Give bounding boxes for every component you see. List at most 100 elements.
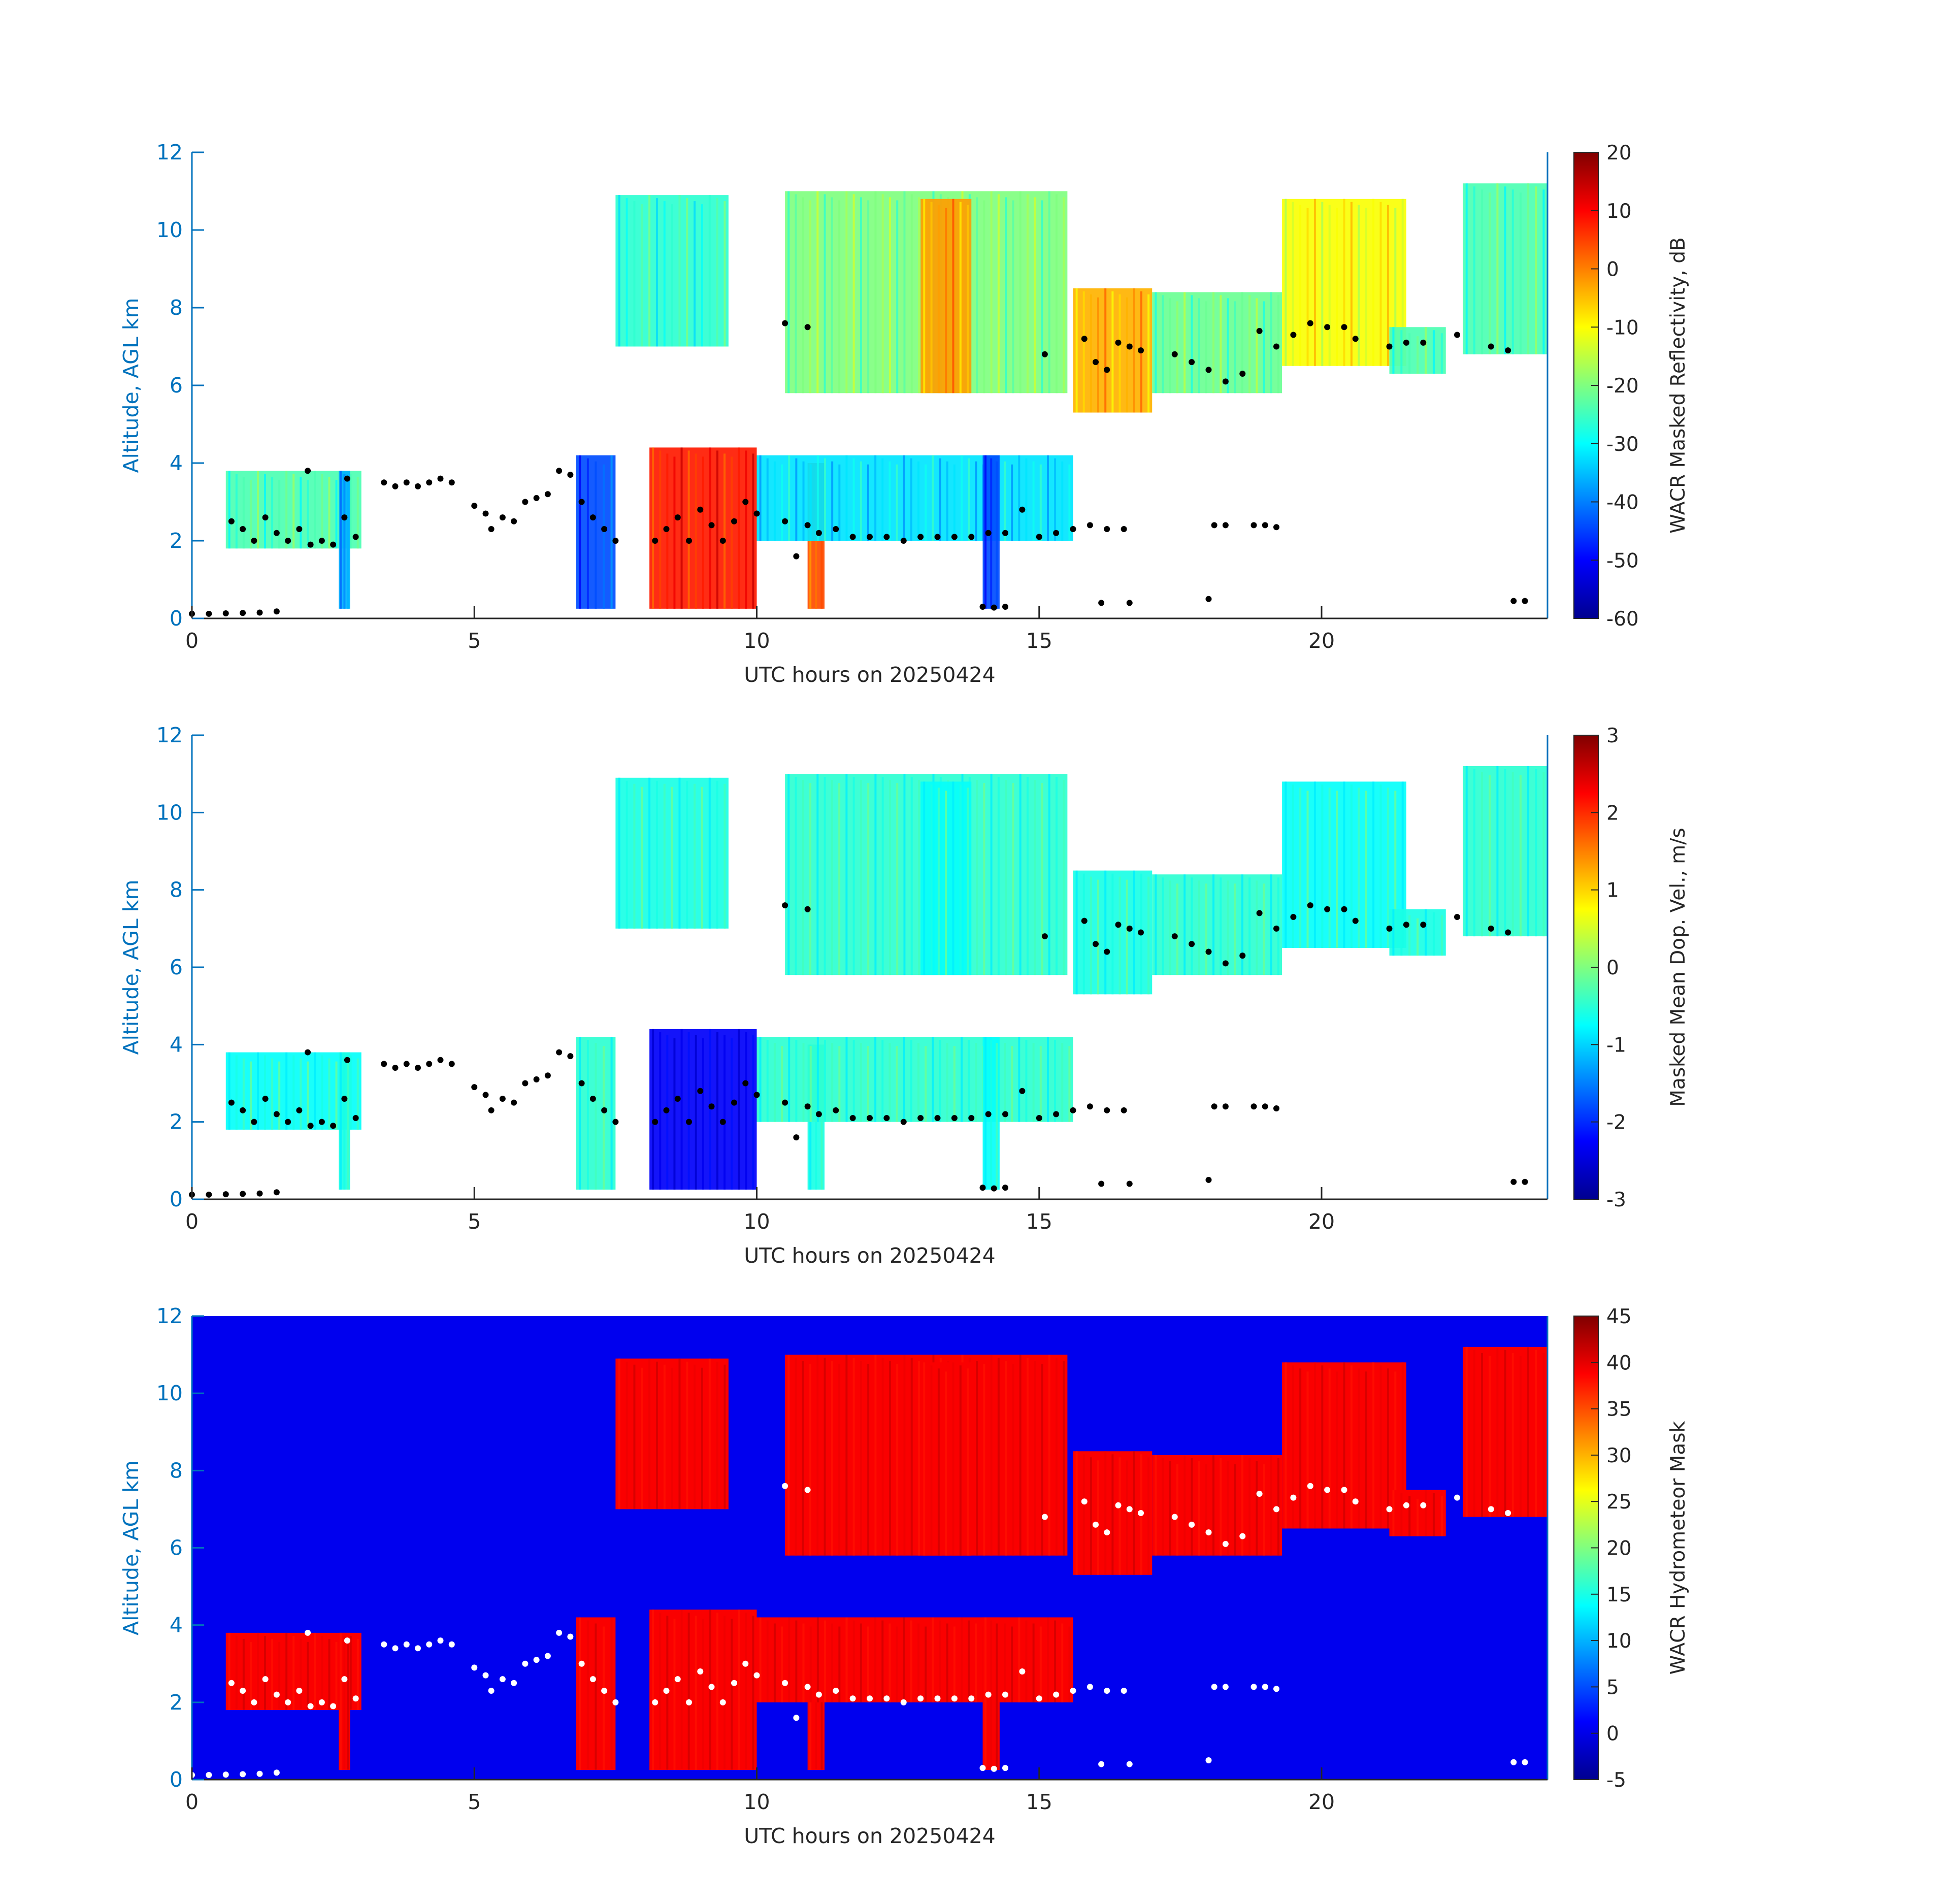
cloud-base-point: [1352, 917, 1359, 924]
cloud-base-point: [1250, 1103, 1257, 1110]
colorbar-tick-label: 25: [1606, 1491, 1632, 1514]
cloud-base-point: [782, 320, 788, 326]
y-tick-label: 2: [170, 1110, 183, 1134]
cloud-base-point: [1019, 1668, 1026, 1675]
cloud-base-point: [589, 1095, 596, 1102]
cloud-base-point: [934, 1115, 941, 1122]
cloud-base-point: [1420, 922, 1427, 928]
cloud-base-point: [1290, 1494, 1297, 1501]
cloud-base-point: [437, 475, 444, 482]
x-tick-label: 10: [743, 1209, 770, 1234]
cloud-base-point: [1522, 598, 1528, 604]
x-tick-label: 5: [468, 629, 481, 653]
cloud-base-point: [482, 510, 489, 517]
cloud-base-point: [522, 1660, 529, 1667]
cloud-base-point: [262, 1676, 269, 1683]
cloud-base-point: [804, 906, 811, 912]
cloud-base-point: [273, 1111, 280, 1118]
cloud-base-point: [488, 526, 495, 533]
x-tick-label: 0: [185, 1790, 199, 1814]
cloud-base-point: [437, 1637, 444, 1644]
colorbar-tick-label: -1: [1606, 1034, 1626, 1057]
y-tick-label: 0: [170, 1767, 183, 1792]
cloud-base-point: [804, 1103, 811, 1110]
y-tick-label: 4: [170, 1613, 183, 1637]
cloud-base-point: [1250, 1684, 1257, 1690]
cloud-base-point: [883, 1115, 890, 1122]
cloud-base-point: [1262, 522, 1268, 529]
cloud-base-point: [804, 522, 811, 529]
cloud-base-point: [1189, 941, 1195, 947]
cloud-base-point: [392, 1645, 399, 1652]
cloud-base-point: [782, 518, 788, 524]
cloud-base-point: [1420, 1502, 1427, 1508]
cloud-base-point: [222, 1191, 229, 1198]
cloud-base-point: [437, 1057, 444, 1063]
cloud-base-point: [251, 1119, 257, 1125]
cloud-base-point: [1273, 925, 1279, 932]
cloud-base-point: [381, 1641, 387, 1648]
cloud-base-point: [753, 1672, 760, 1679]
cloud-base-point: [392, 483, 399, 489]
y-tick-label: 10: [156, 800, 183, 825]
cloud-base-point: [979, 1765, 986, 1771]
cloud-base-point: [426, 479, 433, 486]
cloud-base-point: [985, 530, 992, 536]
cloud-base-point: [612, 1699, 619, 1705]
cloud-base-point: [1115, 1502, 1122, 1508]
cloud-base-point: [1070, 526, 1076, 533]
colorbar-label: Masked Mean Dop. Vel., m/s: [1667, 828, 1690, 1106]
cloud-base-point: [488, 1688, 495, 1694]
cloud-base-point: [697, 506, 704, 513]
cloud-base-point: [1205, 1529, 1212, 1536]
cloud-base-point: [499, 1676, 506, 1683]
cloud-base-point: [482, 1672, 489, 1679]
cloud-base-point: [815, 1111, 822, 1118]
colorbar-tick-label: 3: [1606, 725, 1619, 747]
cloud-base-point: [1121, 526, 1127, 533]
cloud-base-point: [1222, 1540, 1229, 1547]
cloud-base-point: [1307, 902, 1313, 909]
cloud-base-point: [883, 534, 890, 540]
colorbar-label: WACR Hydrometeor Mask: [1667, 1421, 1690, 1675]
cloud-base-point: [612, 1119, 619, 1125]
y-tick-label: 12: [156, 723, 183, 747]
cloud-base-point: [341, 1095, 348, 1102]
cloud-base-point: [415, 1645, 421, 1652]
cloud-base-point: [1093, 1521, 1099, 1528]
colorbar-tick-label: 35: [1606, 1398, 1632, 1421]
cloud-base-point: [567, 471, 574, 478]
cloud-base-point: [1081, 917, 1088, 924]
cloud-base-point: [330, 1703, 337, 1710]
colorbar-tick-label: -20: [1606, 375, 1639, 398]
cloud-base-point: [1104, 1107, 1110, 1113]
cloud-base-point: [206, 1771, 212, 1778]
cloud-base-point: [415, 483, 421, 489]
cloud-base-point: [240, 1771, 246, 1778]
colorbar-tick-label: -50: [1606, 549, 1639, 572]
cloud-base-point: [1126, 343, 1133, 350]
cloud-base-point: [1041, 933, 1048, 940]
cloud-base-point: [415, 1065, 421, 1071]
cloud-base-point: [883, 1695, 890, 1702]
y-axis-label: Altitude, AGL km: [119, 298, 143, 473]
cloud-base-point: [1104, 1529, 1110, 1536]
cloud-base-point: [1036, 534, 1042, 540]
y-tick-label: 6: [170, 373, 183, 398]
cloud-base-point: [1262, 1684, 1268, 1690]
cloud-base-point: [1273, 343, 1279, 350]
cloud-base-point: [471, 1084, 478, 1091]
panel-reflectivity: 0 2 4 6 8 10 12 0 5 10 15 20 UTC hours on 20250424 Al…: [119, 140, 1690, 687]
cloud-base-point: [448, 479, 455, 486]
cloud-base-point: [1036, 1115, 1042, 1122]
x-axis-label: UTC hours on 20250424: [744, 663, 995, 687]
cloud-base-point: [833, 1107, 839, 1113]
cloud-base-point: [1386, 343, 1393, 350]
cloud-base-point: [1256, 327, 1263, 334]
y-tick-label: 8: [170, 878, 183, 902]
cloud-base-point: [652, 1699, 659, 1705]
cloud-base-point: [917, 534, 924, 540]
cloud-base-point: [900, 538, 907, 544]
cloud-base-point: [1420, 339, 1427, 346]
colorbar-tick-label: 2: [1606, 802, 1619, 825]
